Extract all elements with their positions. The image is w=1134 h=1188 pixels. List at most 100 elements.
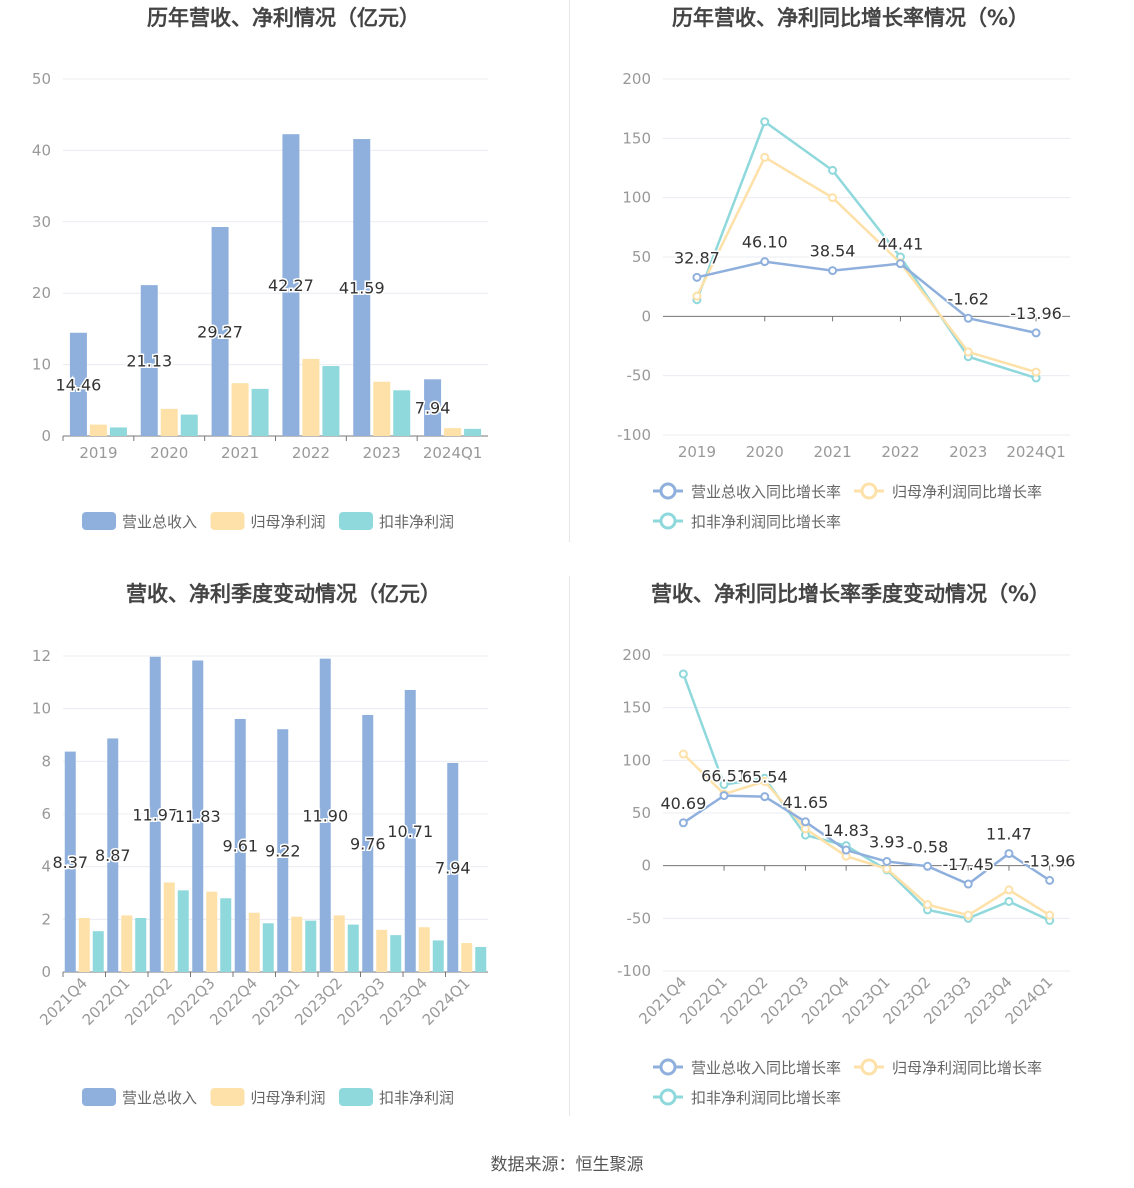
y-tick-label: 6	[41, 805, 51, 823]
data-source-note: 数据来源：恒生聚源	[490, 1155, 644, 1175]
data-label: -1.62	[948, 289, 989, 308]
chart-title: 营收、净利同比增长率季度变动情况（%）	[650, 582, 1051, 606]
quarterly-bar-chart: 0246810122021Q42022Q12022Q22022Q32022Q42…	[32, 647, 488, 1107]
y-tick-label: 20	[32, 284, 51, 302]
data-point	[760, 792, 770, 802]
bar-revenue	[234, 718, 246, 972]
data-label: -13.96	[1010, 304, 1062, 323]
x-tick-label: 2024Q1	[1006, 443, 1066, 461]
y-tick-label: 100	[622, 189, 651, 207]
y-tick-label: 40	[32, 141, 51, 159]
data-label: 10.71	[387, 822, 433, 841]
bar-deducted-profit	[109, 427, 127, 436]
annual-growth-rate-chart: 历年营收、净利同比增长率情况（%） -100 -50 0 50 100 150 200 201…	[567, 0, 1134, 575]
legend-label-1: 归母净利润	[251, 513, 326, 531]
bar-net-profit	[78, 918, 90, 972]
bar-revenue	[282, 134, 300, 436]
x-tick-label: 2019	[79, 444, 117, 462]
data-label: 21.13	[126, 352, 172, 371]
bar-revenue	[149, 656, 161, 972]
bar-deducted-profit	[220, 898, 232, 972]
data-label: 11.47	[986, 825, 1032, 844]
bar-net-profit	[333, 915, 345, 972]
quarterly-growth-rate-chart: 营收、净利同比增长率季度变动情况（%） -100 -50 0 50 100 150 200 2…	[567, 576, 1134, 1151]
bar-net-profit	[376, 929, 388, 972]
data-label: 14.83	[823, 821, 869, 840]
data-point	[841, 845, 851, 855]
data-point	[719, 780, 729, 790]
y-tick-label: 0	[41, 963, 51, 981]
data-label: 29.27	[197, 323, 243, 342]
data-label: 42.27	[268, 276, 314, 295]
data-point	[1004, 849, 1014, 859]
bar-net-profit	[160, 408, 178, 436]
series-line-0	[696, 260, 1037, 335]
data-point	[692, 291, 702, 301]
bar-deducted-profit	[393, 390, 411, 436]
data-label: 40.69	[660, 794, 706, 813]
data-label: 11.97	[132, 805, 178, 824]
bar-net-profit	[373, 381, 391, 436]
y-tick-label: 150	[622, 699, 651, 717]
bar-revenue	[140, 285, 158, 436]
data-point	[1004, 885, 1014, 895]
legend-marker-2	[659, 512, 677, 530]
bar-net-profit	[461, 943, 473, 972]
bar-deducted-profit	[464, 428, 482, 436]
vertical-divider	[569, 576, 570, 1116]
data-point	[963, 313, 973, 323]
data-label: 41.65	[783, 793, 829, 812]
bar-deducted-profit	[390, 935, 402, 972]
data-label: 46.10	[742, 233, 788, 252]
y-tick-label: 8	[41, 752, 51, 770]
bar-net-profit	[206, 891, 218, 972]
bar-deducted-profit	[347, 924, 359, 972]
bar-revenue	[319, 658, 331, 972]
legend-swatch-1	[210, 1088, 245, 1106]
data-label: 41.59	[339, 279, 385, 298]
bar-deducted-profit	[305, 920, 317, 972]
legend-marker-1	[860, 482, 878, 500]
legend-marker-0	[659, 482, 677, 500]
chart-title: 历年营收、净利情况（亿元）	[147, 6, 420, 30]
bar-net-profit	[231, 383, 249, 436]
data-point	[963, 879, 973, 889]
y-tick-label: 50	[632, 804, 651, 822]
data-point	[719, 791, 729, 801]
x-tick-label: 2021	[813, 443, 851, 461]
x-tick-label: 2021	[221, 444, 259, 462]
y-tick-label: 4	[41, 858, 51, 876]
data-point	[1004, 896, 1014, 906]
series-line-2	[695, 119, 1037, 380]
x-tick-label: 2019	[678, 443, 716, 461]
y-tick-label: 10	[32, 356, 51, 374]
bar-deducted-profit	[135, 918, 147, 972]
legend-label-2: 扣非净利润	[379, 513, 454, 531]
legend-marker-1	[860, 1058, 878, 1076]
bar-net-profit	[302, 358, 320, 436]
data-label: -17.45	[942, 855, 994, 874]
y-tick-label: 150	[622, 129, 651, 147]
data-point	[828, 165, 838, 175]
bar-deducted-profit	[251, 388, 269, 436]
legend-label-2: 扣非净利润	[379, 1089, 454, 1107]
data-label: 38.54	[810, 242, 856, 261]
series-line-1	[695, 155, 1037, 374]
data-label: 11.83	[175, 807, 221, 826]
x-tick-label: 2022	[292, 444, 330, 462]
legend-label-0: 营业总收入同比增长率	[691, 1059, 841, 1077]
data-point	[1045, 910, 1055, 920]
quarterly-line-chart: -100-500501001502002021Q42022Q12022Q2202…	[617, 646, 1077, 1107]
y-tick-label: -100	[617, 426, 651, 444]
y-tick-label: 200	[622, 70, 651, 88]
data-label: 7.94	[435, 858, 471, 877]
y-tick-label: 10	[32, 700, 51, 718]
bar-revenue	[69, 332, 87, 436]
legend-swatch-0	[82, 512, 116, 530]
bar-net-profit	[89, 424, 107, 436]
legend-swatch-0	[82, 1088, 116, 1106]
data-point	[678, 749, 688, 759]
data-point	[1045, 875, 1055, 885]
data-point	[923, 861, 933, 871]
legend-marker-0	[659, 1058, 677, 1076]
